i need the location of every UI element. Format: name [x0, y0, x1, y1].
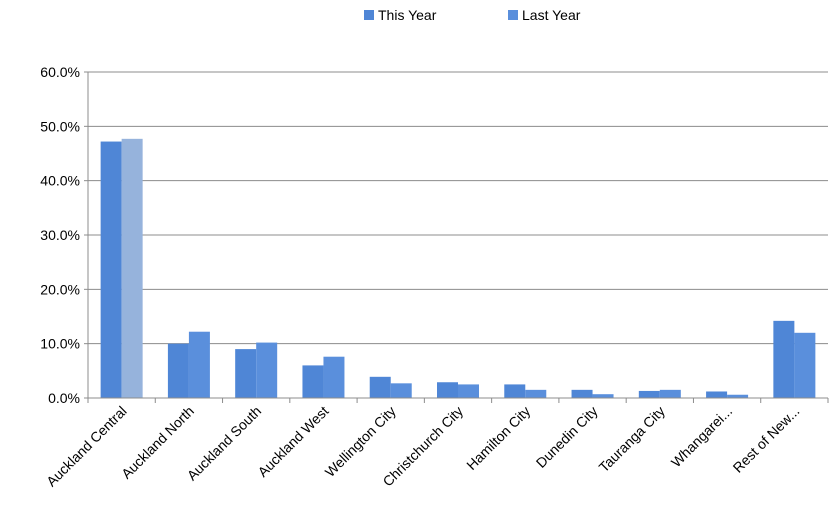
legend-label: This Year [378, 7, 437, 23]
bar [188, 331, 210, 398]
bar [369, 376, 391, 398]
bar [167, 343, 189, 398]
bar [302, 365, 324, 398]
x-tick-label: Rest of New... [730, 403, 803, 476]
legend-swatch [364, 10, 374, 20]
bar [390, 383, 412, 398]
x-tick-label: Hamilton City [463, 403, 533, 473]
bar [235, 349, 257, 398]
bar [571, 389, 593, 398]
x-tick-label: Auckland Central [43, 403, 130, 490]
bar [525, 389, 547, 398]
y-tick-label: 0.0% [48, 390, 80, 406]
bar [437, 382, 458, 398]
bar [504, 384, 526, 398]
y-axis: 0.0% 10.0% 20.0% 30.0% 40.0% 50.0% 60.0% [40, 64, 89, 406]
bar [727, 394, 749, 398]
bar [256, 342, 278, 398]
y-tick-label: 40.0% [40, 173, 80, 189]
x-tick-label: Dunedin City [533, 403, 601, 471]
bar [323, 356, 345, 398]
bar [592, 394, 614, 398]
bar [706, 391, 728, 398]
bar [121, 138, 143, 398]
bar [773, 320, 795, 398]
bars [100, 138, 816, 398]
x-tick-label: Tauranga City [596, 403, 668, 475]
x-tick-label: Auckland West [254, 403, 331, 480]
y-tick-label: 20.0% [40, 281, 80, 297]
y-tick-label: 30.0% [40, 227, 80, 243]
x-tick-label: Whangarei... [668, 403, 735, 470]
bar [794, 332, 816, 398]
y-tick-label: 10.0% [40, 336, 80, 352]
bar [458, 384, 479, 398]
y-tick-label: 60.0% [40, 64, 80, 80]
gridlines [88, 71, 828, 345]
legend-swatch [508, 10, 518, 20]
x-tick-label: Wellington City [322, 403, 399, 480]
legend-label: Last Year [522, 7, 581, 23]
y-tick-label: 50.0% [40, 118, 80, 134]
legend: This Year Last Year [364, 7, 581, 23]
bar [638, 390, 660, 398]
bar [100, 141, 122, 398]
bar [659, 389, 681, 398]
